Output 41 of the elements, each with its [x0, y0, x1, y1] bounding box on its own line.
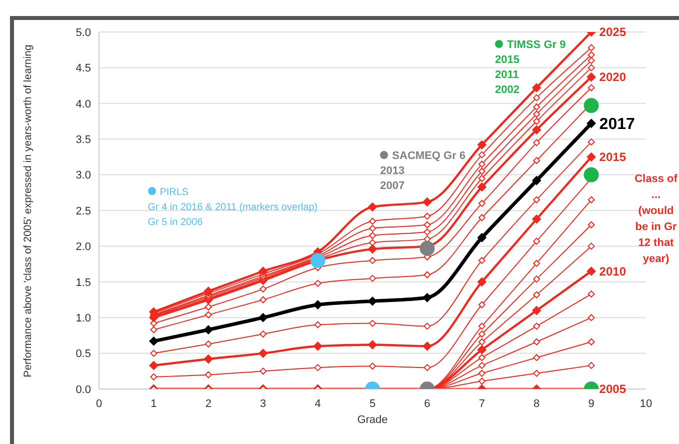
annotation: 2007: [380, 178, 406, 194]
y-tick-label: 2.5: [76, 205, 91, 218]
series-label: 2020: [599, 70, 626, 84]
legend-label: TIMSS Gr 9: [506, 38, 566, 54]
annotation: 2013: [380, 164, 406, 179]
y-tick-label: 3.0: [76, 170, 91, 182]
x-axis-title: Grade: [356, 414, 389, 426]
legend-label: PIRLS: [158, 186, 190, 200]
x-tick-label: 10: [640, 398, 652, 410]
y-tick-label: 5.0: [76, 26, 91, 39]
series-label: 2005: [599, 382, 626, 396]
x-tick-label: 3: [260, 398, 266, 410]
y-axis-title: Performance above 'class of 2005' expressed in years-worth of learning: [22, 43, 35, 379]
y-tick-label: 4.0: [76, 98, 91, 110]
x-tick-label: 7: [478, 398, 485, 410]
annotation: 2011: [495, 68, 520, 84]
x-tick-label: 6: [424, 398, 430, 410]
y-tick-label: 1.5: [76, 276, 91, 289]
x-tick-label: 4: [314, 398, 321, 410]
y-tick-label: 4.5: [76, 62, 91, 75]
x-tick-label: 9: [588, 398, 594, 410]
x-tick-label: 8: [534, 398, 540, 410]
x-tick-label: 1: [150, 398, 157, 410]
x-tick-label: 0: [96, 398, 102, 410]
x-tick-label: 2: [205, 398, 212, 410]
annotation: Gr 4 in 2016 & 2011 (markers overlap): [148, 200, 318, 215]
y-tick-label: 0.5: [76, 348, 91, 360]
y-tick-label: 1.0: [76, 312, 91, 325]
annotation: Gr 5 in 2006: [148, 216, 204, 230]
series-label: 2025: [599, 25, 626, 40]
annotation: 2002: [495, 83, 521, 98]
annotation: Class of ... (would be in Gr 12 that year): [634, 172, 678, 268]
annotation: 2015: [495, 53, 521, 68]
y-tick-label: 2.0: [76, 241, 91, 254]
x-tick-label: 5: [369, 398, 376, 410]
series-label: 2015: [599, 150, 626, 164]
y-tick-label: 3.5: [76, 134, 91, 146]
series-label: 2017: [599, 116, 635, 133]
series-label: 2010: [599, 264, 626, 278]
legend-label: SACMEQ Gr 6: [391, 148, 466, 164]
y-tick-label: 0.0: [76, 384, 91, 396]
